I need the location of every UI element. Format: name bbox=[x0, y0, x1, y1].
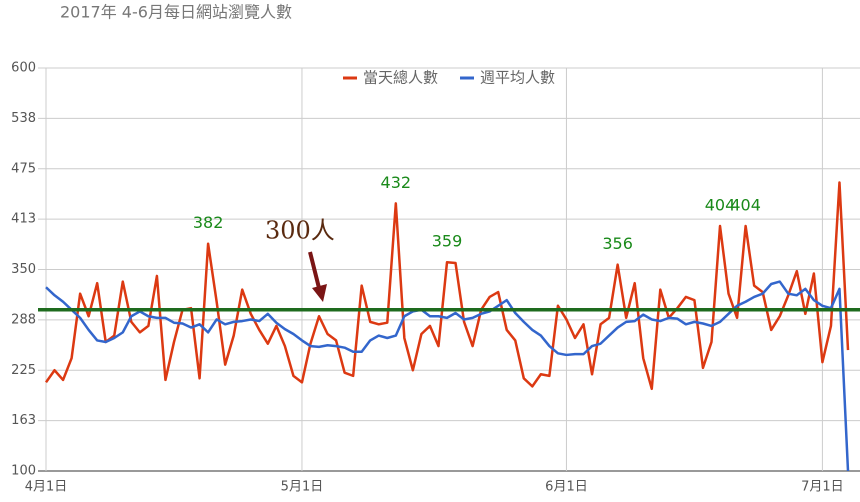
annotation-arrow bbox=[308, 251, 322, 293]
y-tick-label: 475 bbox=[11, 161, 36, 176]
y-tick-label: 350 bbox=[11, 262, 36, 277]
x-tick-label: 5月1日 bbox=[281, 480, 324, 495]
legend-label: 當天總人數 bbox=[363, 69, 438, 87]
y-tick-label: 100 bbox=[11, 464, 36, 479]
y-tick-label: 413 bbox=[11, 212, 36, 227]
series-line bbox=[45, 280, 850, 472]
data-label: 382 bbox=[193, 213, 224, 232]
y-tick-label: 163 bbox=[11, 413, 36, 428]
legend-label: 週平均人數 bbox=[480, 69, 555, 87]
data-label: 359 bbox=[432, 232, 463, 251]
annotation-arrowhead bbox=[312, 284, 327, 302]
data-label: 404 bbox=[705, 195, 736, 214]
chart-title: 2017年 4-6月每日網站瀏覽人數 bbox=[60, 3, 292, 22]
x-tick-label: 6月1日 bbox=[545, 480, 588, 495]
x-tick-label: 4月1日 bbox=[25, 480, 68, 495]
y-tick-label: 538 bbox=[11, 111, 36, 126]
data-label: 404 bbox=[730, 195, 761, 214]
y-tick-label: 600 bbox=[11, 61, 36, 76]
x-tick-label: 7月1日 bbox=[801, 480, 844, 495]
y-tick-label: 288 bbox=[11, 312, 36, 327]
data-label: 432 bbox=[381, 173, 412, 192]
data-label: 356 bbox=[602, 234, 633, 253]
y-tick-label: 225 bbox=[11, 363, 36, 378]
annotation: 300人 bbox=[265, 217, 335, 245]
series-line bbox=[44, 181, 850, 391]
